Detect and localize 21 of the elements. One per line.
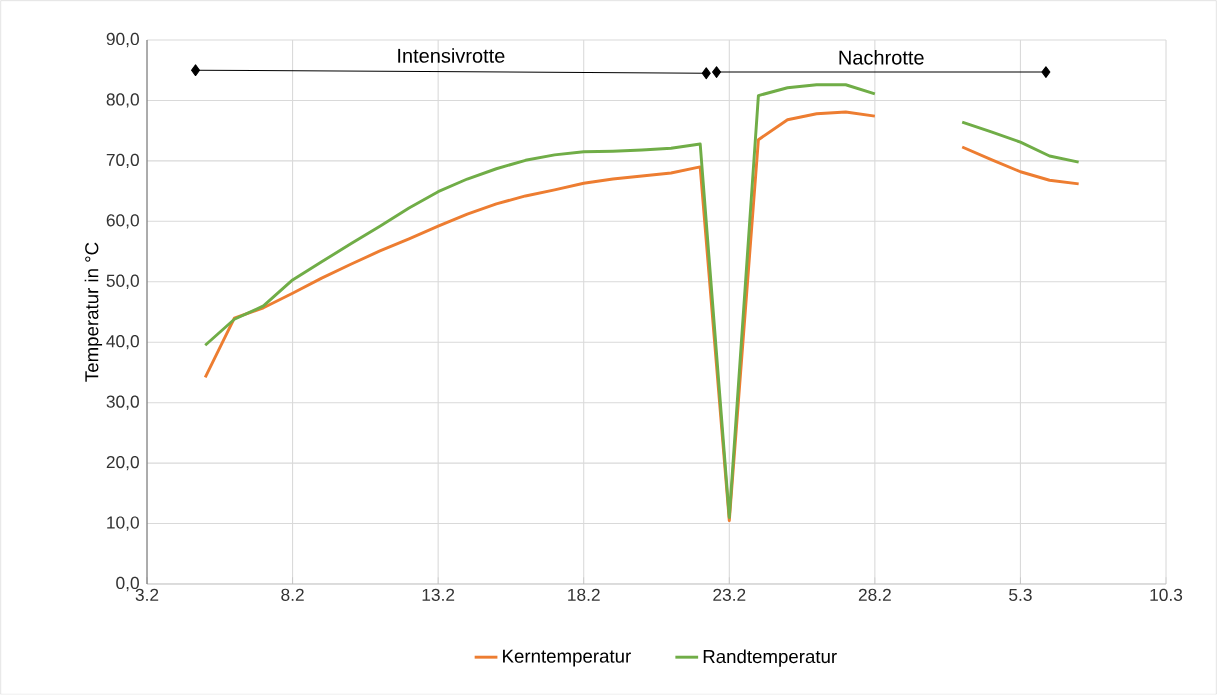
y-tick-label: 40,0 — [106, 335, 139, 350]
y-tick-label: 50,0 — [106, 274, 139, 289]
annotation: Nachrotte — [839, 49, 924, 65]
x-tick-label: 28.2 — [858, 588, 891, 601]
x-tick-label: 13.2 — [422, 588, 455, 601]
y-tick-label: 70,0 — [106, 153, 139, 169]
annotation: Intensivrotte — [398, 48, 505, 63]
x-tick-label: 18.2 — [568, 588, 600, 601]
y-tick-label: 90,0 — [106, 32, 139, 48]
x-tick-label: 8.2 — [281, 588, 304, 601]
x-tick-label: 5.3 — [1009, 588, 1032, 601]
x-tick-label: 10.3 — [1150, 588, 1183, 601]
y-tick-label: 30,0 — [106, 395, 139, 410]
y-tick-label: 60,0 — [106, 214, 139, 229]
y-tick-label: 10,0 — [107, 516, 139, 531]
x-tick-label: 23.2 — [713, 588, 746, 601]
legend-label: Kerntemperatur — [503, 649, 631, 667]
legend-label: Randtemperatur — [703, 649, 837, 667]
y-tick-label: 80,0 — [106, 93, 139, 108]
y-tick-label: 20,0 — [106, 455, 139, 471]
y-axis-title: Temperatur in °C — [84, 242, 103, 382]
